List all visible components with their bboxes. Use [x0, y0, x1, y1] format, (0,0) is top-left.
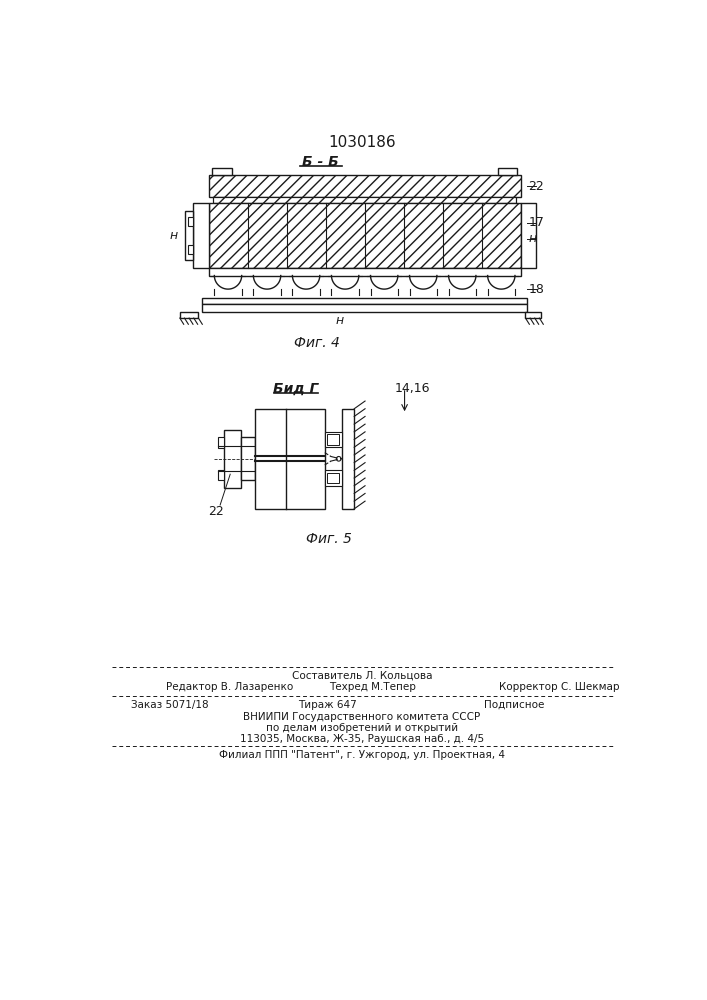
Bar [325, 432, 341, 447]
Bar [209, 203, 521, 268]
Bar [525, 312, 541, 318]
Text: 22: 22 [209, 505, 224, 518]
Text: Составитель Л. Кольцова: Составитель Л. Кольцова [292, 671, 432, 681]
Bar [188, 217, 193, 226]
Text: Бид Г: Бид Г [274, 382, 319, 396]
Text: н: н [529, 232, 537, 245]
Text: Б - Б: Б - Б [303, 155, 339, 169]
Text: Корректор С. Шекмар: Корректор С. Шекмар [499, 682, 619, 692]
Bar [180, 312, 199, 318]
Bar [241, 437, 255, 480]
Bar [209, 268, 521, 276]
Text: Подписное: Подписное [484, 700, 544, 710]
Text: Редактор В. Лазаренко: Редактор В. Лазаренко [166, 682, 293, 692]
Bar [202, 304, 527, 312]
Bar [341, 409, 354, 509]
Bar [325, 470, 341, 486]
Text: Тираж 647: Тираж 647 [298, 700, 356, 710]
Bar [498, 168, 517, 175]
Text: 1030186: 1030186 [328, 135, 396, 150]
Bar [202, 298, 527, 304]
Text: 18: 18 [529, 283, 544, 296]
Bar [193, 203, 209, 268]
Text: Техред М.Тепер: Техред М.Тепер [329, 682, 416, 692]
Text: Фиг. 4: Фиг. 4 [294, 336, 340, 350]
Bar [185, 211, 193, 260]
Bar [212, 168, 232, 175]
Bar [255, 409, 325, 509]
Text: по делам изобретений и открытий: по делам изобретений и открытий [266, 723, 458, 733]
Bar [213, 197, 516, 203]
Bar [209, 175, 521, 197]
Text: 17: 17 [529, 216, 544, 229]
Text: 14,16: 14,16 [395, 382, 430, 395]
Text: н: н [336, 314, 344, 327]
Text: Фиг. 5: Фиг. 5 [305, 532, 351, 546]
Text: н: н [170, 229, 177, 242]
Bar [521, 203, 537, 268]
Bar [218, 437, 224, 448]
Bar [224, 430, 241, 488]
Text: 113035, Москва, Ж-35, Раушская наб., д. 4/5: 113035, Москва, Ж-35, Раушская наб., д. … [240, 734, 484, 744]
Bar [327, 473, 339, 483]
Bar [213, 197, 516, 203]
Text: 22: 22 [529, 180, 544, 193]
Text: ВНИИПИ Государственного комитета СССР: ВНИИПИ Государственного комитета СССР [243, 712, 481, 722]
Bar [188, 245, 193, 254]
Bar [327, 434, 339, 445]
Bar [218, 470, 224, 480]
Text: Заказ 5071/18: Заказ 5071/18 [131, 700, 209, 710]
Text: Филиал ППП "Патент", г. Ужгород, ул. Проектная, 4: Филиал ППП "Патент", г. Ужгород, ул. Про… [219, 750, 505, 760]
